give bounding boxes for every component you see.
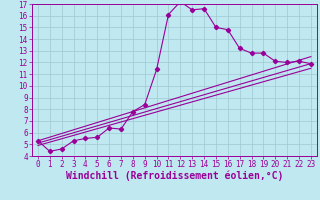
X-axis label: Windchill (Refroidissement éolien,°C): Windchill (Refroidissement éolien,°C) <box>66 171 283 181</box>
